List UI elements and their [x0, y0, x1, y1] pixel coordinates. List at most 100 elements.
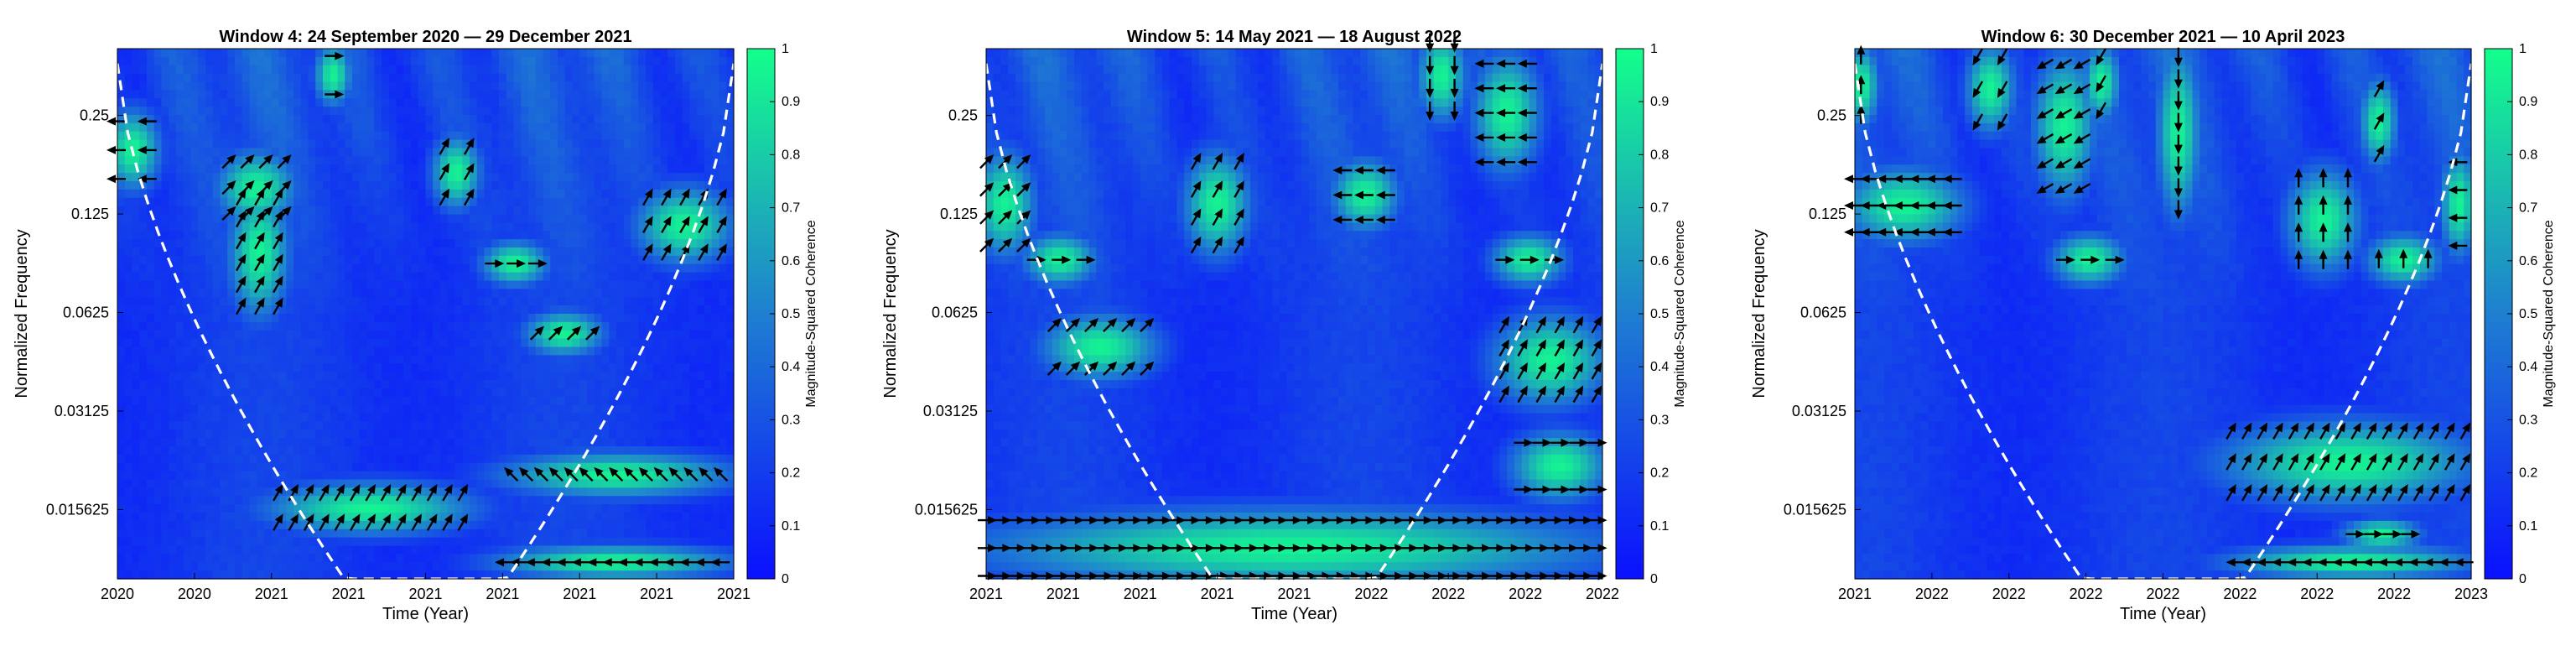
- coherence-cell: [726, 115, 735, 124]
- coherence-cell: [242, 430, 251, 439]
- coherence-cell: [132, 513, 140, 522]
- coherence-cell: [315, 156, 324, 165]
- coherence-cell: [374, 122, 382, 133]
- coherence-cell: [587, 65, 595, 75]
- coherence-cell: [264, 73, 273, 83]
- coherence-cell: [682, 197, 691, 207]
- coherence-cell: [704, 388, 713, 398]
- coherence-cell: [132, 81, 140, 91]
- coherence-cell: [682, 338, 691, 348]
- coherence-cell: [359, 107, 368, 116]
- coherence-cell: [227, 139, 236, 149]
- coherence-cell: [124, 487, 133, 497]
- coherence-cell: [682, 446, 691, 456]
- coherence-cell: [293, 139, 302, 149]
- coherence-cell: [543, 197, 551, 207]
- coherence-cell: [337, 289, 345, 298]
- coherence-cell: [697, 421, 705, 430]
- coherence-cell: [117, 115, 126, 124]
- coherence-cell: [623, 314, 632, 323]
- coherence-cell: [411, 421, 419, 430]
- coherence-cell: [631, 49, 639, 58]
- coherence-cell: [513, 513, 522, 522]
- coherence-cell: [147, 529, 155, 539]
- coherence-cell: [652, 363, 662, 372]
- coherence-cell: [638, 421, 647, 430]
- coherence-cell: [433, 231, 441, 240]
- coherence-cell: [418, 330, 427, 340]
- coherence-cell: [205, 156, 214, 165]
- coherence-cell: [601, 289, 610, 298]
- coherence-cell: [660, 107, 668, 116]
- coherence-cell: [147, 380, 155, 389]
- coherence-cell: [719, 56, 727, 66]
- coherence-cell: [587, 338, 595, 348]
- coherence-cell: [308, 189, 316, 199]
- coherence-cell: [374, 164, 382, 174]
- coherence-cell: [689, 247, 698, 257]
- coherence-cell: [667, 504, 676, 513]
- coherence-cell: [543, 520, 551, 530]
- coherence-cell: [388, 388, 397, 398]
- coherence-cell: [440, 73, 449, 83]
- coherence-cell: [476, 314, 486, 323]
- coherence-cell: [117, 239, 126, 248]
- coherence-cell: [366, 438, 375, 447]
- coherence-cell: [506, 330, 515, 340]
- coherence-cell: [396, 164, 404, 174]
- coherence-cell: [660, 156, 668, 165]
- coherence-cell: [147, 504, 155, 513]
- coherence-cell: [352, 49, 361, 58]
- coherence-cell: [117, 231, 126, 240]
- coherence-cell: [675, 438, 683, 447]
- coherence-cell: [212, 122, 221, 133]
- coherence-cell: [293, 305, 302, 315]
- coherence-cell: [667, 396, 676, 406]
- coherence-cell: [425, 222, 434, 232]
- coherence-cell: [550, 98, 558, 107]
- coherence-cell: [535, 388, 544, 398]
- coherence-cell: [601, 139, 610, 149]
- coherence-cell: [323, 346, 331, 356]
- coherence-cell: [139, 380, 148, 389]
- coherence-cell: [433, 173, 441, 182]
- coherence-cell: [433, 462, 441, 472]
- coherence-cell: [638, 330, 647, 340]
- coherence-cell: [212, 363, 221, 372]
- coherence-cell: [440, 173, 449, 182]
- coherence-cell: [286, 537, 294, 547]
- coherence-cell: [667, 380, 676, 389]
- coherence-cell: [323, 115, 331, 124]
- coherence-cell: [161, 189, 169, 199]
- coherence-cell: [704, 520, 713, 530]
- coherence-cell: [139, 346, 148, 356]
- coherence-cell: [330, 255, 339, 265]
- coherence-cell: [345, 131, 353, 141]
- coherence-cell: [396, 263, 404, 273]
- coherence-cell: [132, 380, 140, 389]
- coherence-cell: [249, 529, 257, 539]
- coherence-cell: [117, 131, 126, 141]
- coherence-cell: [652, 222, 662, 232]
- coherence-cell: [124, 222, 133, 232]
- coherence-cell: [535, 263, 544, 273]
- coherence-cell: [558, 206, 566, 216]
- coherence-cell: [543, 372, 551, 381]
- coherence-cell: [396, 471, 404, 481]
- coherence-cell: [198, 363, 206, 372]
- coherence-cell: [470, 321, 478, 331]
- coherence-cell: [528, 297, 537, 306]
- coherence-cell: [499, 197, 507, 207]
- coherence-cell: [660, 122, 668, 133]
- coherence-cell: [117, 49, 126, 58]
- coherence-cell: [382, 520, 390, 530]
- coherence-cell: [652, 239, 662, 248]
- coherence-cell: [616, 222, 625, 232]
- coherence-cell: [323, 446, 331, 456]
- coherence-cell: [323, 122, 331, 133]
- coherence-cell: [212, 280, 221, 289]
- coherence-cell: [631, 206, 639, 216]
- coherence-cell: [616, 520, 625, 530]
- coherence-cell: [271, 65, 280, 75]
- coherence-cell: [300, 280, 309, 289]
